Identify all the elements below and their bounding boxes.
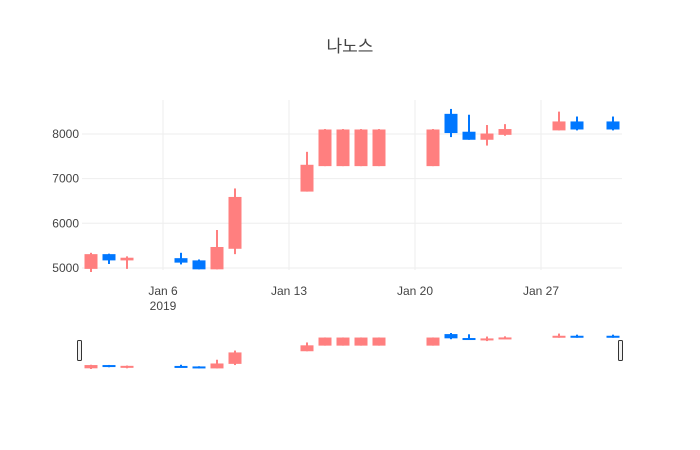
y-tick-label: 7000 bbox=[52, 172, 79, 186]
slider-candle-body bbox=[480, 338, 494, 341]
slider-candle bbox=[120, 365, 134, 369]
y-tick-label: 5000 bbox=[52, 261, 79, 275]
candle-body[interactable] bbox=[372, 129, 386, 167]
candle[interactable] bbox=[120, 256, 134, 269]
candle[interactable] bbox=[174, 252, 188, 265]
candle-body[interactable] bbox=[426, 129, 440, 167]
candle[interactable] bbox=[210, 230, 224, 270]
slider-candle bbox=[210, 359, 224, 369]
slider-candle-body bbox=[84, 365, 98, 369]
slider-candle bbox=[354, 337, 368, 346]
slider-candle-body bbox=[444, 334, 458, 339]
candle[interactable] bbox=[192, 259, 206, 270]
slider-candle bbox=[480, 336, 494, 342]
candle-body[interactable] bbox=[336, 129, 350, 167]
candle[interactable] bbox=[552, 111, 566, 131]
slider-candle-body bbox=[120, 365, 134, 368]
slider-candle bbox=[174, 364, 188, 368]
slider-candle-body bbox=[210, 363, 224, 369]
slider-candle bbox=[606, 334, 620, 338]
slider-candle-body bbox=[336, 337, 350, 346]
candle[interactable] bbox=[498, 124, 512, 136]
y-tick-label: 6000 bbox=[52, 216, 79, 230]
slider-candle bbox=[462, 334, 476, 341]
slider-candle-body bbox=[228, 352, 242, 364]
slider-candle bbox=[318, 337, 332, 346]
candle-body[interactable] bbox=[318, 129, 332, 167]
slider-candle bbox=[426, 337, 440, 346]
grid bbox=[82, 100, 622, 270]
x-tick-year-label: 2019 bbox=[150, 299, 177, 313]
candle[interactable] bbox=[426, 129, 440, 167]
candle-body[interactable] bbox=[570, 121, 584, 130]
slider-candle bbox=[444, 333, 458, 340]
y-tick-label: 8000 bbox=[52, 127, 79, 141]
candle-body[interactable] bbox=[192, 260, 206, 270]
slider-candle-body bbox=[354, 337, 368, 346]
candle[interactable] bbox=[102, 253, 116, 264]
candle[interactable] bbox=[462, 114, 476, 140]
slider-candle-body bbox=[372, 337, 386, 346]
slider-candle-body bbox=[570, 335, 584, 338]
candle-body[interactable] bbox=[552, 121, 566, 131]
slider-candle-body bbox=[174, 365, 188, 368]
slider-candle-body bbox=[192, 366, 206, 369]
slider-candle-body bbox=[462, 338, 476, 341]
slider-candle bbox=[552, 333, 566, 338]
slider-candle-body bbox=[300, 345, 314, 352]
candle-body[interactable] bbox=[444, 113, 458, 134]
y-axis: 5000 6000 7000 8000 bbox=[52, 127, 79, 275]
candle-body[interactable] bbox=[354, 129, 368, 167]
candle[interactable] bbox=[336, 129, 350, 167]
candle-body[interactable] bbox=[210, 246, 224, 270]
slider-candle bbox=[300, 342, 314, 352]
candle-body[interactable] bbox=[480, 133, 494, 140]
slider-candle-body bbox=[102, 365, 116, 368]
slider-candle-body bbox=[606, 335, 620, 338]
slider-candle-body bbox=[426, 337, 440, 346]
candle-body[interactable] bbox=[102, 254, 116, 261]
candle[interactable] bbox=[228, 188, 242, 255]
candle[interactable] bbox=[444, 108, 458, 138]
x-tick-label: Jan 13 bbox=[271, 284, 307, 298]
range-slider[interactable] bbox=[77, 333, 623, 369]
slider-candle bbox=[498, 336, 512, 340]
slider-candle bbox=[228, 350, 242, 366]
candle-body[interactable] bbox=[84, 254, 98, 269]
candle-body[interactable] bbox=[174, 258, 188, 263]
slider-candle-body bbox=[498, 337, 512, 340]
range-slider-left-handle[interactable] bbox=[77, 340, 82, 361]
range-slider-right-handle[interactable] bbox=[618, 340, 623, 361]
x-tick-label: Jan 20 bbox=[397, 284, 433, 298]
candle-body[interactable] bbox=[606, 121, 620, 130]
slider-candle bbox=[336, 337, 350, 346]
candle-body[interactable] bbox=[462, 131, 476, 140]
candle[interactable] bbox=[354, 129, 368, 167]
x-tick-label: Jan 6 bbox=[148, 284, 178, 298]
slider-candle bbox=[102, 364, 116, 368]
candle-body[interactable] bbox=[498, 129, 512, 135]
slider-candle-body bbox=[318, 337, 332, 346]
candle[interactable] bbox=[480, 125, 494, 146]
candle[interactable] bbox=[300, 151, 314, 192]
slider-candle bbox=[192, 366, 206, 369]
candle[interactable] bbox=[84, 252, 98, 273]
slider-candle bbox=[84, 364, 98, 369]
candle[interactable] bbox=[318, 129, 332, 167]
candle-body[interactable] bbox=[300, 164, 314, 192]
x-tick-label: Jan 27 bbox=[523, 284, 559, 298]
candle[interactable] bbox=[372, 129, 386, 167]
slider-candle bbox=[372, 337, 386, 346]
candles[interactable] bbox=[84, 108, 620, 273]
candle-body[interactable] bbox=[120, 257, 134, 261]
slider-candle-body bbox=[552, 335, 566, 338]
chart-title: 나노스 bbox=[326, 37, 374, 56]
slider-candle bbox=[570, 334, 584, 338]
candle-body[interactable] bbox=[228, 196, 242, 249]
candle[interactable] bbox=[606, 116, 620, 131]
candle[interactable] bbox=[570, 116, 584, 131]
